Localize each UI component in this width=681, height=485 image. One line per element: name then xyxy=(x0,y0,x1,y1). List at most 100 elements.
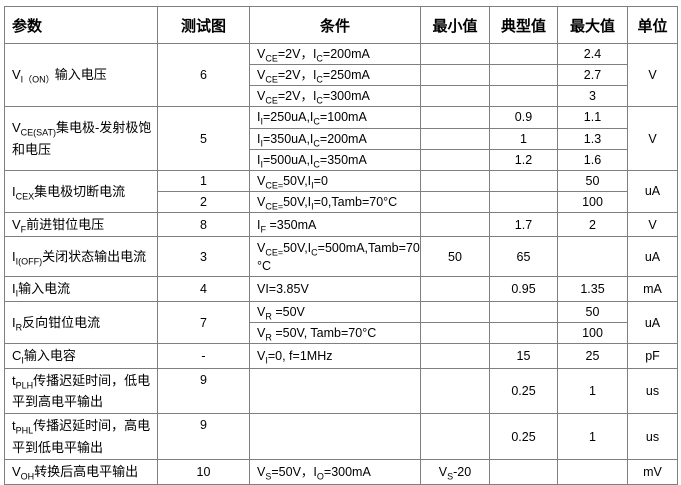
min-cell xyxy=(420,85,490,108)
typ-cell xyxy=(489,42,558,66)
max-cell xyxy=(557,236,628,278)
min-cell xyxy=(420,127,490,150)
unit-cell: V xyxy=(627,211,678,238)
max-cell: 25 xyxy=(557,343,628,369)
param-cell: IR反向钳位电流 xyxy=(4,300,158,345)
electrical-characteristics-table: 参数 测试图 条件 最小值 典型值 最大值 单位 VI（ON）输入电压 6 VC… xyxy=(4,6,678,485)
max-cell: 2.4 xyxy=(557,42,628,66)
header-min: 最小值 xyxy=(420,6,490,44)
min-cell xyxy=(420,169,490,192)
typ-cell xyxy=(489,85,558,108)
max-cell: 2.7 xyxy=(557,64,628,87)
max-cell: 100 xyxy=(557,190,628,214)
min-cell: 50 xyxy=(420,236,490,278)
cond-cell: VCE=2V，IC=200mA xyxy=(249,42,421,66)
table-row: IR反向钳位电流 7 VR =50V 50 uA xyxy=(4,300,678,345)
table-row: II(OFF)关闭状态输出电流 3 VCE=50V,IC=500mA,Tamb=… xyxy=(4,236,678,278)
fig-cell: 3 xyxy=(157,236,250,278)
cond-cell: II=350uA,IC=200mA xyxy=(249,127,421,150)
table-row: VF前进钳位电压 8 IF =350mA 1.7 2 V xyxy=(4,211,678,238)
min-cell xyxy=(420,190,490,214)
cond-cell: VCE=50V,II=0 xyxy=(249,169,421,192)
unit-cell: V xyxy=(627,106,678,171)
typ-cell: 0.9 xyxy=(489,106,558,129)
max-cell: 50 xyxy=(557,169,628,192)
typ-cell: 0.25 xyxy=(489,367,558,415)
typ-cell xyxy=(489,321,558,345)
fig-cell: 4 xyxy=(157,276,250,302)
cond-cell xyxy=(249,367,421,415)
typ-cell xyxy=(489,459,558,485)
cond-cell: VCE=2V，IC=250mA xyxy=(249,64,421,87)
fig-cell: - xyxy=(157,343,250,369)
fig-cell: 1 xyxy=(157,169,250,192)
typ-cell: 1 xyxy=(489,127,558,150)
header-unit: 单位 xyxy=(627,6,678,44)
fig-cell: 2 xyxy=(157,190,250,214)
unit-cell: uA xyxy=(627,169,678,214)
cond-cell: VR =50V xyxy=(249,300,421,324)
param-cell: VI（ON）输入电压 xyxy=(4,42,158,108)
table-row: VCE(SAT)集电极-发射极饱和电压 5 II=250uA,IC=100mA … xyxy=(4,106,678,171)
table-row: VCE=2V，IC=300mA 3 xyxy=(5,85,678,108)
max-cell: 1 xyxy=(557,413,628,461)
typ-cell xyxy=(489,64,558,87)
param-cell: II输入电流 xyxy=(4,276,158,302)
typ-cell xyxy=(489,300,558,324)
typ-cell xyxy=(489,169,558,192)
unit-cell: uA xyxy=(627,236,678,278)
min-cell xyxy=(420,367,490,415)
cond-cell: VI=3.85V xyxy=(249,276,421,302)
param-cell: II(OFF)关闭状态输出电流 xyxy=(4,236,158,278)
max-cell xyxy=(557,459,628,485)
cond-cell: VCE=50V,II=0,Tamb=70°C xyxy=(249,190,421,214)
cond-cell: VCE=50V,IC=500mA,Tamb=70 °C xyxy=(249,236,421,278)
cond-cell: VCE=2V，IC=300mA xyxy=(249,85,421,108)
typ-cell: 1.2 xyxy=(489,148,558,171)
typ-cell xyxy=(489,190,558,214)
table-row: II输入电流 4 VI=3.85V 0.95 1.35 mA xyxy=(4,276,678,302)
param-cell: VF前进钳位电压 xyxy=(4,211,158,238)
table-row: II=500uA,IC=350mA 1.2 1.6 xyxy=(5,148,678,171)
max-cell: 1 xyxy=(557,367,628,415)
min-cell xyxy=(420,42,490,66)
typ-cell: 0.25 xyxy=(489,413,558,461)
table-row: II=350uA,IC=200mA 1 1.3 xyxy=(5,127,678,150)
min-cell xyxy=(420,300,490,324)
unit-cell: us xyxy=(627,367,678,415)
unit-cell: mA xyxy=(627,276,678,302)
min-cell xyxy=(420,64,490,87)
max-cell: 1.6 xyxy=(557,148,628,171)
cond-cell: VI=0, f=1MHz xyxy=(249,343,421,369)
min-cell: VS-20 xyxy=(420,459,490,485)
min-cell xyxy=(420,343,490,369)
max-cell: 1.35 xyxy=(557,276,628,302)
table-row: tPHL传播迟延时间，高电平到低电平输出 9 0.25 1 us xyxy=(4,413,678,461)
param-cell: ICEX集电极切断电流 xyxy=(4,169,158,214)
min-cell xyxy=(420,211,490,238)
table-row: VI（ON）输入电压 6 VCE=2V，IC=200mA 2.4 V xyxy=(4,42,678,108)
unit-cell: V xyxy=(627,42,678,108)
cond-cell: IF =350mA xyxy=(249,211,421,238)
typ-cell: 65 xyxy=(489,236,558,278)
max-cell: 2 xyxy=(557,211,628,238)
header-conditions: 条件 xyxy=(249,6,421,44)
typ-cell: 1.7 xyxy=(489,211,558,238)
cond-cell: II=250uA,IC=100mA xyxy=(249,106,421,129)
header-parameter: 参数 xyxy=(4,6,158,44)
fig-cell: 10 xyxy=(157,459,250,485)
max-cell: 100 xyxy=(557,321,628,345)
max-cell: 1.3 xyxy=(557,127,628,150)
typ-cell: 0.95 xyxy=(489,276,558,302)
table-row: tPLH传播迟延时间，低电平到高电平输出 9 0.25 1 us xyxy=(4,367,678,415)
param-cell: tPLH传播迟延时间，低电平到高电平输出 xyxy=(4,367,158,415)
table-row: ICEX集电极切断电流 1 VCE=50V,II=0 50 uA xyxy=(4,169,678,214)
header-test-figure: 测试图 xyxy=(157,6,250,44)
min-cell xyxy=(420,148,490,171)
min-cell xyxy=(420,413,490,461)
fig-cell: 6 xyxy=(157,42,250,108)
fig-cell: 8 xyxy=(157,211,250,238)
unit-cell: mV xyxy=(627,459,678,485)
param-cell: CI输入电容 xyxy=(4,343,158,369)
header-max: 最大值 xyxy=(557,6,628,44)
